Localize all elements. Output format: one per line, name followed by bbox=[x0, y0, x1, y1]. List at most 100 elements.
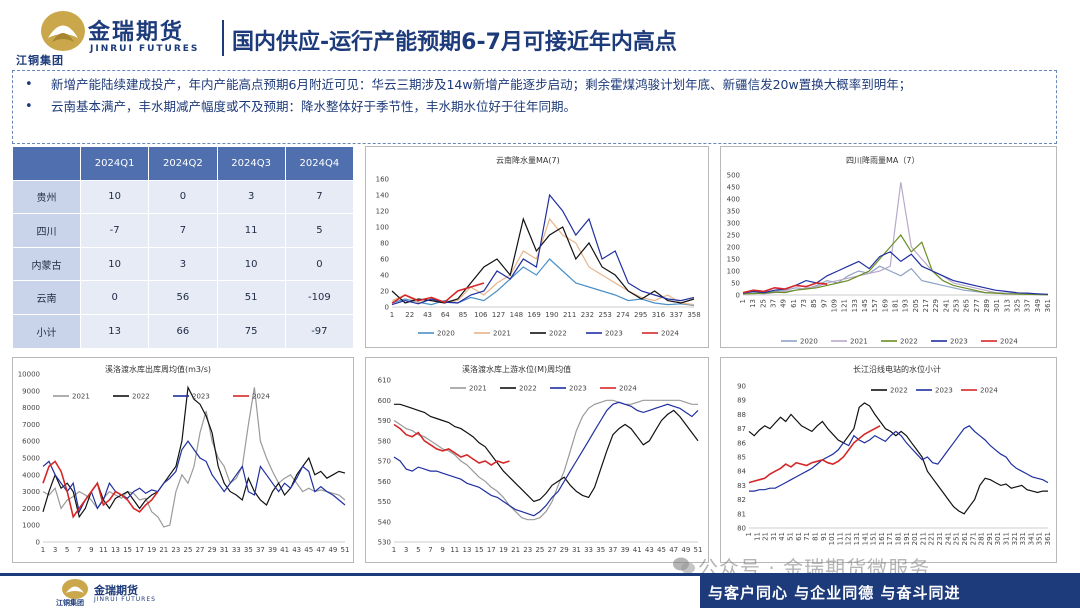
chart-panel-xiluodu-level: 溪洛渡水库上游水位(M)周均值 530 540 550 560 570 580 590 600 6… bbox=[365, 357, 709, 563]
table-cell: 56 bbox=[148, 280, 218, 315]
legend-label: 2020 bbox=[800, 338, 818, 346]
x-tick-label: 23 bbox=[523, 546, 532, 554]
x-tick-label: 271 bbox=[969, 532, 977, 545]
y-tick-label: 82 bbox=[737, 496, 746, 504]
x-tick-label: 29 bbox=[560, 546, 569, 554]
series-line-2024 bbox=[393, 423, 510, 466]
x-tick-label: 49 bbox=[681, 546, 690, 554]
y-tick-label: 84 bbox=[737, 468, 746, 476]
x-tick-label: 131 bbox=[853, 532, 861, 545]
x-tick-label: 33 bbox=[232, 546, 241, 554]
x-tick-label: 251 bbox=[953, 532, 961, 545]
y-tick-label: 600 bbox=[378, 397, 391, 405]
x-tick-label: 1 bbox=[41, 546, 45, 554]
y-tick-label: 610 bbox=[378, 377, 391, 385]
table-cell: 13 bbox=[79, 313, 150, 349]
table-cell: 51 bbox=[216, 280, 286, 315]
y-tick-label: 88 bbox=[737, 411, 746, 419]
x-tick-label: 321 bbox=[1011, 532, 1019, 545]
x-tick-label: 217 bbox=[922, 299, 930, 312]
bullet-text: 新增产能陆续建成投产，年内产能高点预期6月附近可见：华云三期涉及14w新增产能逐… bbox=[51, 77, 912, 92]
y-tick-label: 550 bbox=[378, 498, 391, 506]
row-label: 云南 bbox=[12, 280, 81, 315]
x-tick-label: 51 bbox=[341, 546, 350, 554]
x-tick-label: 205 bbox=[912, 299, 920, 312]
y-tick-label: 85 bbox=[737, 454, 746, 462]
x-tick-label: 51 bbox=[694, 546, 703, 554]
x-tick-label: 21 bbox=[762, 532, 770, 541]
x-tick-label: 231 bbox=[936, 532, 944, 545]
x-tick-label: 37 bbox=[608, 546, 617, 554]
x-tick-label: 85 bbox=[810, 299, 818, 308]
yunnan-rainfall-chart: 云南降水量MA(7) 0 20 40 60 80 100 120 140 160 1 22 43 64 85… bbox=[376, 155, 701, 338]
sichuan-rainfall-chart: 四川降雨量MA（7） 0 50 100 150 200 250 300 350 400 450 500… bbox=[727, 155, 1052, 346]
x-tick-label: 7 bbox=[428, 546, 432, 554]
x-tick-label: 15 bbox=[123, 546, 132, 554]
x-tick-label: 11 bbox=[99, 546, 108, 554]
x-tick-label: 45 bbox=[304, 546, 313, 554]
x-tick-label: 3 bbox=[404, 546, 408, 554]
x-tick-label: 39 bbox=[621, 546, 630, 554]
x-tick-label: 7 bbox=[77, 546, 81, 554]
y-tick-label: 4000 bbox=[22, 471, 40, 479]
series-line-2020 bbox=[391, 258, 695, 306]
series-line-2023 bbox=[393, 401, 699, 517]
x-tick-label: 289 bbox=[983, 299, 991, 312]
table-cell: 10 bbox=[79, 179, 150, 215]
x-tick-label: 361 bbox=[1044, 299, 1052, 312]
table-header-row: 2024Q1 2024Q2 2024Q3 2024Q4 bbox=[12, 146, 355, 181]
y-tick-label: 200 bbox=[727, 244, 740, 252]
legend-label: 2020 bbox=[437, 330, 455, 338]
x-tick-label: 41 bbox=[633, 546, 642, 554]
row-label: 四川 bbox=[12, 213, 81, 248]
x-tick-label: 106 bbox=[474, 311, 488, 319]
series-line-2024 bbox=[748, 425, 881, 484]
table-row: 内蒙古 10 3 10 0 bbox=[12, 246, 355, 282]
legend-label: 2022 bbox=[549, 330, 567, 338]
x-tick-label: 97 bbox=[820, 299, 828, 308]
y-tick-label: 20 bbox=[380, 288, 389, 296]
table-cell: -109 bbox=[284, 280, 355, 315]
series-line-2022 bbox=[748, 402, 1048, 515]
bullet-item: • 新增产能陆续建成投产，年内产能高点预期6月附近可见：华云三期涉及14w新增产… bbox=[21, 75, 1048, 95]
x-tick-label: 35 bbox=[244, 546, 253, 554]
x-tick-label: 101 bbox=[828, 532, 836, 545]
x-tick-label: 241 bbox=[944, 532, 952, 545]
table-header-cell: 2024Q2 bbox=[148, 146, 218, 181]
y-tick-label: 400 bbox=[727, 196, 740, 204]
x-tick-label: 9 bbox=[440, 546, 444, 554]
x-tick-label: 31 bbox=[770, 532, 778, 541]
y-tick-label: 87 bbox=[737, 425, 746, 433]
legend-label: 2023 bbox=[935, 387, 953, 395]
x-tick-label: 35 bbox=[596, 546, 605, 554]
x-tick-label: 25 bbox=[759, 299, 767, 308]
x-tick-label: 19 bbox=[499, 546, 508, 554]
company-logo: 江铜集团 bbox=[12, 6, 222, 68]
table-cell: 66 bbox=[148, 313, 218, 349]
x-tick-label: 1 bbox=[390, 311, 394, 319]
x-tick-label: 11 bbox=[753, 532, 761, 541]
x-tick-label: 13 bbox=[111, 546, 120, 554]
brand-name-cn: 金瑞期货 bbox=[88, 20, 185, 45]
y-tick-label: 9000 bbox=[22, 387, 40, 395]
x-tick-label: 81 bbox=[811, 532, 819, 541]
x-tick-label: 121 bbox=[845, 532, 853, 545]
y-tick-label: 80 bbox=[737, 525, 746, 533]
table-cell: 3 bbox=[148, 246, 218, 282]
y-tick-label: 300 bbox=[727, 220, 740, 228]
legend-label: 2021 bbox=[72, 393, 90, 401]
series-line-2021 bbox=[742, 182, 1049, 296]
table-cell: 3 bbox=[216, 179, 286, 215]
y-tick-label: 8000 bbox=[22, 404, 40, 412]
chart-panel-xiluodu-outflow: 溪洛渡水库出库周均值(m3/s) 0 1000 2000 3000 4000 5000 600… bbox=[12, 357, 354, 563]
x-tick-label: 111 bbox=[836, 532, 844, 545]
y-tick-label: 86 bbox=[737, 439, 746, 447]
series-line-2024 bbox=[42, 460, 159, 519]
x-tick-label: 211 bbox=[919, 532, 927, 545]
x-tick-label: 1 bbox=[392, 546, 396, 554]
footer-group-name: 江铜集团 bbox=[56, 599, 84, 607]
x-tick-label: 41 bbox=[778, 532, 786, 541]
x-tick-label: 121 bbox=[841, 299, 849, 312]
x-tick-label: 181 bbox=[895, 532, 903, 545]
legend-label: 2021 bbox=[850, 338, 868, 346]
